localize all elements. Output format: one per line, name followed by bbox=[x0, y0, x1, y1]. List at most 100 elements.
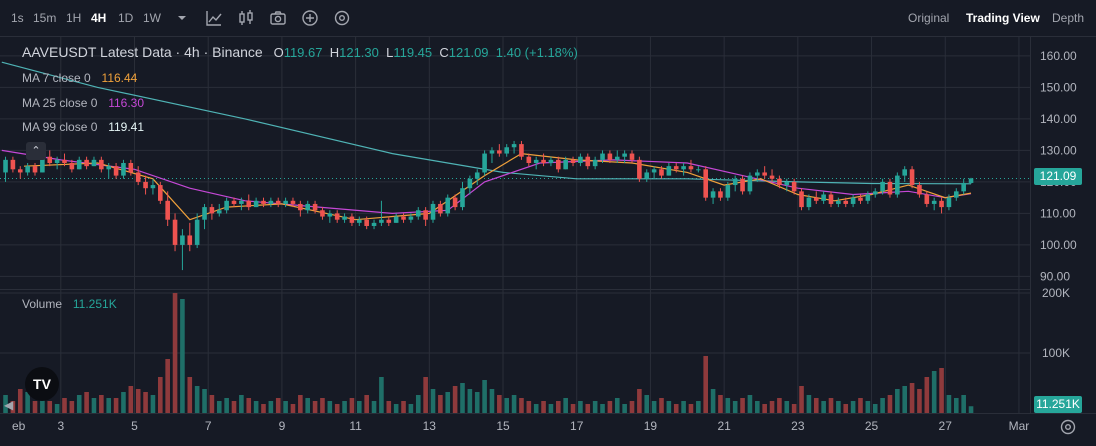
timeframe-15m[interactable]: 15m bbox=[33, 11, 57, 25]
candle-body bbox=[622, 153, 627, 157]
candle-body bbox=[342, 216, 347, 220]
volume-bar bbox=[806, 395, 812, 413]
volume-bar bbox=[283, 401, 288, 413]
volume-bar bbox=[614, 398, 620, 413]
candle-body bbox=[467, 178, 473, 189]
volume-bar bbox=[438, 395, 443, 413]
candle-body bbox=[371, 222, 377, 226]
low-label: L bbox=[386, 45, 394, 60]
volume-bar bbox=[666, 401, 672, 413]
chevron-down-icon[interactable] bbox=[173, 9, 191, 27]
volume-bar bbox=[541, 401, 546, 413]
volume-bar bbox=[644, 395, 650, 413]
volume-label: Volume bbox=[22, 297, 63, 311]
view-tab-trading-view[interactable]: Trading View bbox=[966, 11, 1040, 25]
volume-bar bbox=[62, 398, 67, 413]
volume-bar bbox=[659, 398, 664, 413]
candle-body bbox=[791, 181, 797, 192]
timeframe-1h[interactable]: 1H bbox=[66, 11, 82, 25]
last-volume-tag: 11.251K bbox=[1034, 396, 1082, 413]
volume-bar bbox=[585, 404, 591, 413]
timeframe-1d[interactable]: 1D bbox=[118, 11, 134, 25]
candle-body bbox=[54, 159, 60, 163]
view-tab-depth[interactable]: Depth bbox=[1052, 11, 1085, 25]
candle-body bbox=[585, 156, 591, 167]
volume-bar bbox=[548, 404, 554, 413]
last-price-tag: 121.09 bbox=[1034, 168, 1082, 185]
candle-body bbox=[158, 185, 163, 201]
change-value: 1.40 (+1.18%) bbox=[495, 45, 578, 60]
price-tick-label: 100.00 bbox=[1040, 238, 1077, 252]
high-label: H bbox=[329, 45, 340, 60]
open-value: 119.67 bbox=[283, 45, 323, 60]
candle-body bbox=[570, 159, 576, 163]
volume-bar bbox=[592, 401, 598, 413]
volume-value: 11.251K bbox=[72, 297, 117, 311]
candle-body bbox=[452, 197, 458, 208]
candle-body bbox=[150, 185, 156, 189]
view-tab-original[interactable]: Original bbox=[908, 11, 950, 25]
volume-bar bbox=[40, 395, 45, 413]
timeframe-4h[interactable]: 4H bbox=[91, 11, 107, 25]
candle-body bbox=[563, 159, 568, 170]
collapse-legend-button[interactable]: ⌃ bbox=[26, 142, 46, 160]
candle-body bbox=[290, 200, 296, 204]
candle-body bbox=[25, 166, 30, 173]
volume-bar bbox=[99, 395, 104, 413]
volume-bar bbox=[408, 404, 414, 413]
candle-body bbox=[799, 191, 804, 208]
volume-bar bbox=[246, 398, 252, 413]
volume-bar bbox=[239, 395, 244, 413]
indicators-icon[interactable] bbox=[205, 9, 223, 27]
volume-bar bbox=[504, 398, 510, 413]
volume-bar bbox=[489, 389, 495, 413]
candle-body bbox=[91, 159, 97, 167]
volume-bar bbox=[452, 386, 458, 413]
candles-icon[interactable] bbox=[237, 9, 255, 27]
price-tick-label: 140.00 bbox=[1040, 112, 1077, 126]
volume-tick-label: 200K bbox=[1042, 286, 1070, 300]
volume-bar bbox=[622, 404, 627, 413]
volume-bar bbox=[703, 356, 709, 413]
candle-body bbox=[961, 182, 966, 192]
volume-series bbox=[3, 293, 974, 413]
timeframe-1w[interactable]: 1W bbox=[143, 11, 161, 25]
volume-bar bbox=[69, 401, 75, 413]
candle-body bbox=[357, 219, 362, 223]
ma25-value: 116.30 bbox=[108, 96, 145, 110]
candle-body bbox=[99, 159, 104, 170]
candle-body bbox=[843, 200, 849, 204]
scroll-left-icon[interactable]: ◀ bbox=[4, 398, 14, 412]
candle-body bbox=[519, 144, 524, 157]
volume-bar bbox=[519, 398, 524, 413]
volume-bar bbox=[290, 404, 296, 413]
timeframe-1s[interactable]: 1s bbox=[11, 11, 24, 25]
volume-bar bbox=[909, 383, 915, 413]
candle-body bbox=[865, 194, 871, 201]
volume-bar bbox=[880, 398, 885, 413]
candle-body bbox=[548, 159, 554, 163]
ma99-label: MA 99 close 0 bbox=[22, 120, 98, 134]
volume-bar bbox=[415, 395, 421, 413]
candle-body bbox=[784, 181, 790, 186]
chart-settings-icon[interactable] bbox=[1058, 417, 1078, 437]
camera-icon[interactable] bbox=[269, 9, 287, 27]
symbol-title: AAVEUSDT Latest Data · 4h · Binance bbox=[22, 44, 263, 60]
tradingview-logo[interactable]: TV bbox=[25, 367, 59, 401]
volume-bar bbox=[497, 395, 502, 413]
plus-circle-icon[interactable] bbox=[301, 9, 319, 27]
settings-icon[interactable] bbox=[333, 9, 351, 27]
volume-bar bbox=[895, 389, 900, 413]
candle-body bbox=[600, 153, 605, 160]
volume-bar bbox=[349, 398, 355, 413]
time-tick-label: 13 bbox=[423, 419, 437, 433]
candle-body bbox=[887, 181, 893, 195]
volume-bar bbox=[784, 401, 790, 413]
ma7-value: 116.44 bbox=[101, 71, 138, 85]
volume-bar bbox=[187, 377, 193, 413]
volume-bar bbox=[135, 389, 141, 413]
volume-bar bbox=[371, 401, 377, 413]
candle-body bbox=[76, 159, 82, 170]
volume-bar bbox=[570, 404, 576, 413]
